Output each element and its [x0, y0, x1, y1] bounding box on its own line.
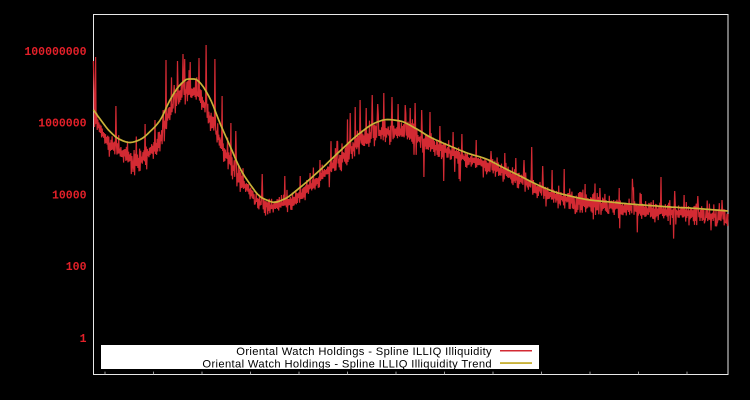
svg-text:10000: 10000 [52, 189, 87, 202]
svg-text:1: 1 [80, 333, 87, 346]
svg-text:Oriental Watch Holdings - Spli: Oriental Watch Holdings - Spline ILLIQ I… [202, 358, 492, 370]
svg-text:100: 100 [66, 261, 87, 274]
svg-text:1000000: 1000000 [38, 118, 86, 131]
svg-text:Oriental Watch Holdings - Spli: Oriental Watch Holdings - Spline ILLIQ I… [236, 346, 492, 358]
svg-text:100000000: 100000000 [24, 46, 86, 59]
